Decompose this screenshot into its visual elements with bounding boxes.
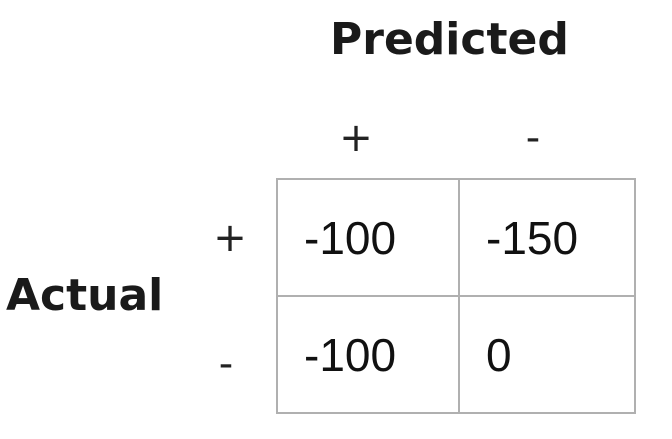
row-label-positive: + (213, 215, 247, 261)
cell-actual-positive-predicted-positive: -100 (278, 180, 460, 297)
column-label-negative: - (525, 115, 541, 161)
cost-matrix-grid: -100 -150 -100 0 (276, 178, 636, 414)
predicted-axis-title: Predicted (330, 14, 569, 65)
column-label-positive: + (339, 115, 373, 161)
cell-actual-negative-predicted-positive: -100 (278, 297, 460, 412)
row-label-negative: - (218, 341, 234, 387)
cell-actual-negative-predicted-negative: 0 (486, 328, 512, 381)
cell-actual-positive-predicted-negative: -150 (460, 180, 634, 297)
actual-axis-title: Actual (6, 270, 164, 321)
